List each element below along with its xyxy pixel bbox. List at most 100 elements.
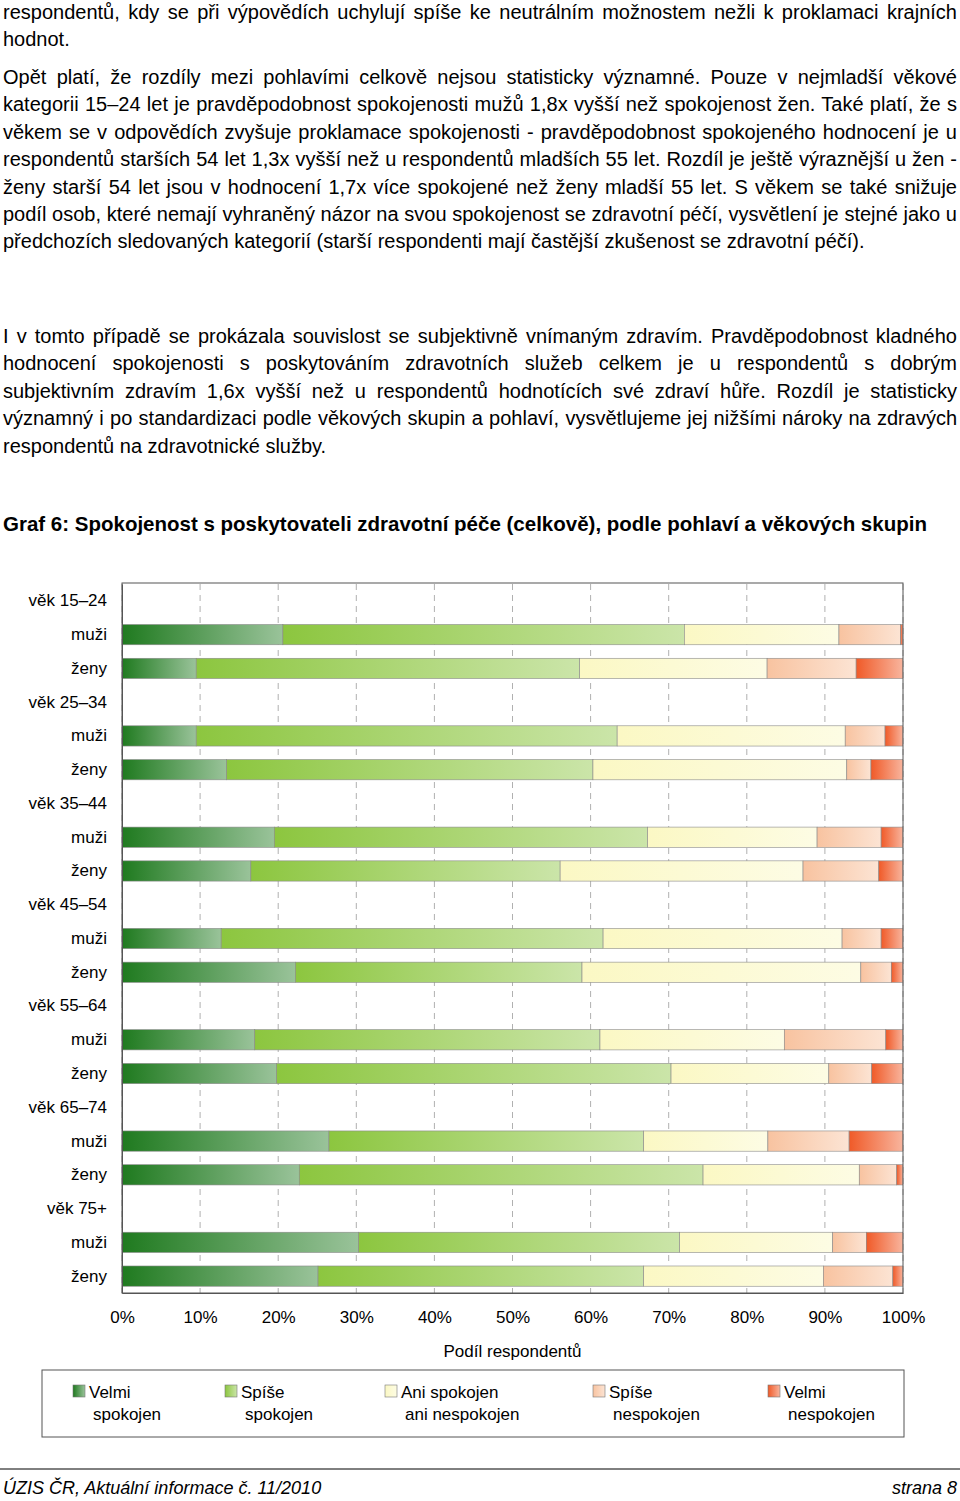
x-tick-label: 90%: [808, 1308, 842, 1327]
y-tick-label: ženy: [71, 963, 107, 982]
bar-segment: [829, 1063, 872, 1083]
bar-segment: [823, 1266, 893, 1286]
y-tick: muži: [71, 726, 122, 745]
x-tick: 60%: [574, 1293, 608, 1327]
bar-segment: [582, 962, 861, 982]
bar-segment: [671, 1063, 829, 1083]
bar-segment: [603, 928, 842, 948]
y-tick-label: věk 65–74: [29, 1098, 107, 1117]
bar-segment: [329, 1131, 644, 1151]
y-tick-label: věk 75+: [47, 1199, 107, 1218]
bar-segment: [299, 1165, 703, 1185]
bar-segment: [617, 726, 845, 746]
bar-segment: [833, 1232, 867, 1252]
bar-segment: [122, 1131, 329, 1151]
y-axis: věk 15–24 muži ženy věk 25–34 muži ženy věk 35…: [29, 585, 123, 1294]
footer-source: ÚZIS ČR, Aktuální informace č. 11/2010: [3, 1477, 321, 1498]
paragraph: I v tomto případě se prokázala souvislos…: [3, 323, 957, 460]
x-axis-title: Podíl respondentů: [444, 1342, 582, 1361]
bar-segment: [122, 827, 274, 847]
bar-segment: [122, 1063, 277, 1083]
x-tick-label: 20%: [262, 1308, 296, 1327]
bar-segment: [227, 760, 593, 780]
legend-entry: Velminespokojen: [768, 1383, 875, 1424]
bar-segment: [122, 1165, 299, 1185]
bar-segment: [872, 1063, 903, 1083]
x-tick: 50%: [496, 1293, 530, 1327]
figure-title: Graf 6: Spokojenost s poskytovateli zdra…: [3, 510, 955, 538]
bar-segment: [680, 1232, 833, 1252]
y-tick-label: věk 15–24: [29, 591, 107, 610]
x-tick: 20%: [262, 1293, 296, 1327]
bar-segment: [644, 1266, 824, 1286]
legend: VelmispokojenSpíšespokojenAni spokojenan…: [42, 1370, 904, 1437]
y-tick: věk 35–44: [29, 794, 122, 813]
bar-segment: [684, 625, 839, 645]
y-tick: ženy: [71, 1267, 122, 1286]
bar-segment: [845, 726, 885, 746]
y-tick: muži: [71, 625, 122, 644]
y-tick: věk 15–24: [29, 591, 122, 610]
bar-segment: [842, 928, 881, 948]
plot-frame: [122, 583, 903, 1293]
bar-segment: [879, 861, 903, 881]
bar-segment: [196, 658, 579, 678]
bar-segment: [122, 1232, 359, 1252]
y-tick-label: věk 25–34: [29, 693, 107, 712]
bar-segment: [580, 658, 767, 678]
x-tick-label: 10%: [184, 1308, 218, 1327]
bars: [122, 625, 903, 1287]
x-tick: 100%: [882, 1293, 925, 1327]
y-tick: muži: [71, 1132, 122, 1151]
legend-swatch: [73, 1385, 85, 1397]
x-tick-label: 100%: [882, 1308, 925, 1327]
legend-swatch: [225, 1385, 237, 1397]
footer-page: strana 8: [892, 1478, 957, 1498]
y-tick: muži: [71, 929, 122, 948]
bar-segment: [359, 1232, 680, 1252]
bar-segment: [784, 1030, 886, 1050]
bar-segment: [122, 1030, 255, 1050]
bar-segment: [122, 726, 196, 746]
paragraph: respondentů, kdy se při výpovědích uchyl…: [3, 0, 957, 54]
y-tick-label: muži: [71, 828, 107, 847]
bar-segment: [893, 1266, 903, 1286]
x-tick: 40%: [418, 1293, 452, 1327]
y-tick: muži: [71, 828, 122, 847]
bar-segment: [767, 658, 856, 678]
y-tick-label: věk 55–64: [29, 996, 107, 1015]
legend-label: Spíšespokojen: [241, 1383, 313, 1424]
bar-segment: [122, 962, 295, 982]
y-tick-label: muži: [71, 625, 107, 644]
bar-segment: [859, 1165, 896, 1185]
bar-segment: [295, 962, 582, 982]
legend-swatch: [385, 1385, 397, 1397]
bar-segment: [881, 827, 903, 847]
x-tick-label: 60%: [574, 1308, 608, 1327]
x-tick: 90%: [808, 1293, 842, 1327]
legend-swatch: [768, 1385, 780, 1397]
y-tick-label: ženy: [71, 861, 107, 880]
y-tick-label: muži: [71, 726, 107, 745]
legend-entry: Spíšenespokojen: [593, 1383, 700, 1424]
bar-segment: [856, 658, 903, 678]
x-tick-label: 30%: [340, 1308, 374, 1327]
legend-box: [42, 1370, 904, 1437]
legend-swatch: [593, 1385, 605, 1397]
legend-label: Spíšenespokojen: [609, 1383, 700, 1424]
bar-segment: [196, 726, 617, 746]
bar-segment: [703, 1165, 859, 1185]
x-tick: 10%: [184, 1293, 218, 1327]
y-tick: muži: [71, 1233, 122, 1252]
bar-segment: [255, 1030, 600, 1050]
bar-segment: [122, 928, 221, 948]
bar-segment: [886, 1030, 903, 1050]
bar-segment: [122, 625, 283, 645]
x-tick: 30%: [340, 1293, 374, 1327]
x-tick: 70%: [652, 1293, 686, 1327]
y-tick-label: muži: [71, 1030, 107, 1049]
figure: 0%10%20%30%40%50%60%70%80%90%100%věk 15–…: [0, 0, 960, 1501]
bar-segment: [885, 726, 903, 746]
y-tick: ženy: [71, 760, 122, 779]
y-tick: věk 25–34: [29, 693, 122, 712]
